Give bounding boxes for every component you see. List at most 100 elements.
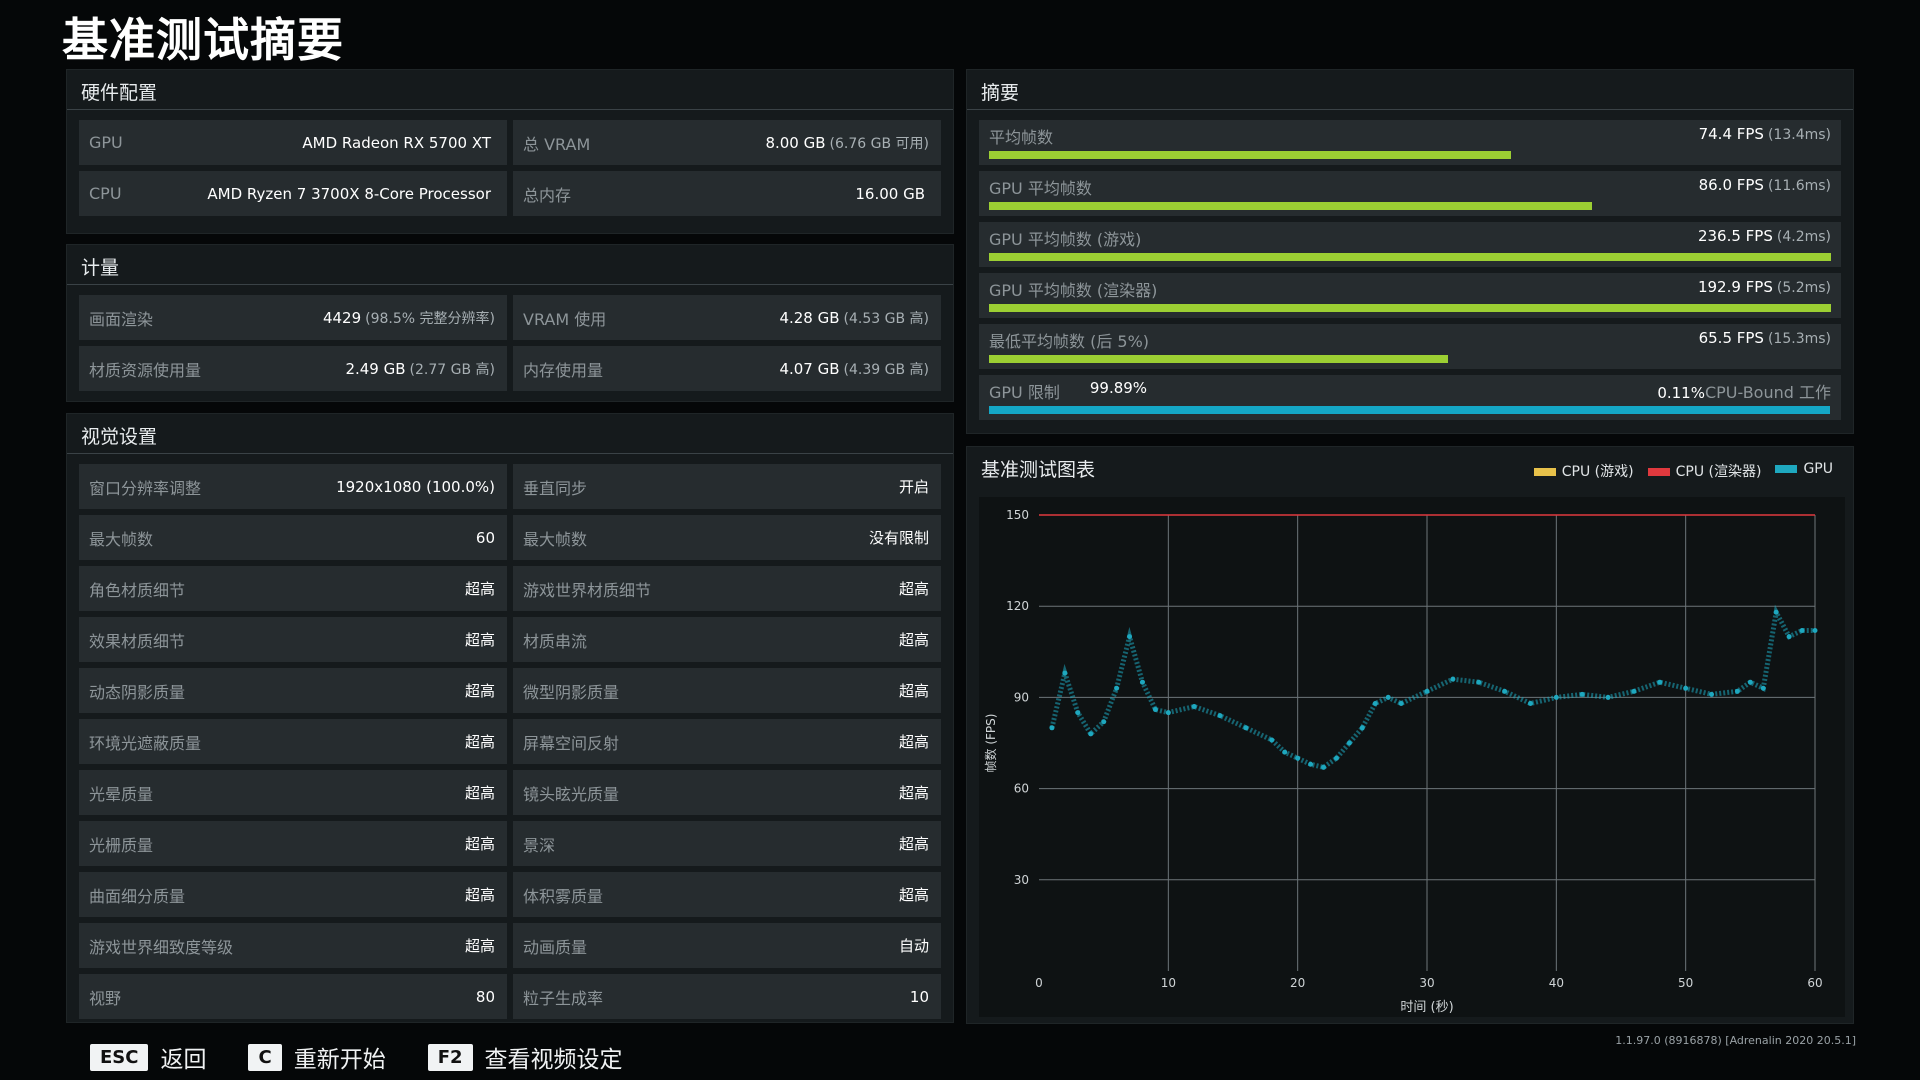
cpu-bound-value: 0.11%	[1657, 384, 1705, 402]
setting-value-wrap: 超高	[465, 680, 495, 701]
gpu-point	[1062, 670, 1068, 676]
setting-row: 景深 超高	[513, 821, 941, 866]
setting-value: 超高	[464, 682, 495, 700]
summary-ms: (4.2ms)	[1776, 229, 1831, 245]
shortcut-2[interactable]: F2 查看视频设定	[427, 1040, 643, 1074]
gpu-point	[1786, 634, 1792, 640]
setting-label: 角色材质细节	[89, 580, 186, 600]
setting-value: 超高	[898, 835, 929, 853]
summary-item: 平均帧数 74.4 FPS (13.4ms)	[979, 120, 1841, 165]
setting-value-wrap: 超高	[899, 731, 929, 752]
gpu-point	[1527, 700, 1533, 706]
setting-label: 屏幕空间反射	[523, 733, 620, 753]
setting-value-wrap: 超高	[899, 578, 929, 599]
setting-value-wrap: 10	[910, 987, 929, 1006]
metering-subvalue: (4.53 GB 高)	[843, 310, 929, 327]
hardware-row: GPU AMD Radeon RX 5700 XT	[79, 120, 507, 165]
setting-value-wrap: 超高	[899, 833, 929, 854]
shortcut-key[interactable]: F2	[427, 1043, 473, 1071]
setting-row: 游戏世界细致度等级 超高	[79, 923, 507, 968]
hardware-value-wrap: AMD Radeon RX 5700 XT	[302, 133, 495, 152]
metering-subvalue: (4.39 GB 高)	[843, 361, 929, 378]
gpu-limit-bar	[989, 406, 1831, 414]
summary-value: 65.5 FPS	[1698, 329, 1764, 347]
setting-value: 开启	[898, 478, 929, 496]
gpu-limit-bar-track	[989, 406, 1831, 414]
setting-value-wrap: 80	[476, 987, 495, 1006]
setting-row: 镜头眩光质量 超高	[513, 770, 941, 815]
summary-bar-track	[989, 355, 1831, 363]
summary-ms: (11.6ms)	[1767, 178, 1831, 194]
hardware-row: 总 VRAM 8.00 GB (6.76 GB 可用)	[513, 120, 941, 165]
hardware-row: CPU AMD Ryzen 7 3700X 8-Core Processor	[79, 171, 507, 216]
x-tick-label: 20	[1290, 976, 1305, 990]
legend-swatch	[1533, 468, 1556, 476]
summary-bar	[989, 151, 1512, 159]
setting-value-wrap: 超高	[899, 680, 929, 701]
hardware-value: 16.00 GB	[855, 185, 925, 203]
setting-value: 自动	[898, 937, 929, 955]
gpu-point	[1269, 737, 1275, 743]
setting-value: 超高	[898, 733, 929, 751]
gpu-point	[1553, 694, 1559, 700]
hardware-value-wrap: 16.00 GB	[855, 184, 929, 203]
metering-value-wrap: 4429 (98.5% 完整分辨率)	[323, 308, 495, 328]
gpu-point	[1709, 691, 1715, 697]
setting-label: 体积雾质量	[523, 886, 604, 906]
setting-row: 最大帧数 60	[79, 515, 507, 560]
hardware-row: 总内存 16.00 GB	[513, 171, 941, 216]
y-tick-label: 150	[1006, 508, 1029, 522]
setting-label: 镜头眩光质量	[523, 784, 620, 804]
y-tick-label: 90	[1014, 690, 1029, 704]
setting-value: 没有限制	[868, 529, 929, 547]
benchmark-chart: 0 10 20 30 40 50 60 30 60 90 120 150 时间 (秒) 帧数 (FPS)	[979, 497, 1845, 1017]
footer-shortcuts: ESC 返回 C 重新开始 F2 查看视频设定	[90, 1040, 643, 1074]
hardware-label: CPU	[89, 184, 122, 203]
setting-row: 光栅质量 超高	[79, 821, 507, 866]
gpu-point	[1605, 694, 1611, 700]
summary-bar	[989, 202, 1592, 210]
metering-value: 4.28 GB	[779, 308, 840, 327]
metering-row: 内存使用量 4.07 GB (4.39 GB 高)	[513, 346, 941, 391]
setting-value-wrap: 超高	[465, 629, 495, 650]
gpu-point	[1295, 755, 1301, 761]
setting-row: 光晕质量 超高	[79, 770, 507, 815]
setting-label: 粒子生成率	[523, 988, 604, 1008]
gpu-point	[1321, 764, 1327, 770]
setting-value: 超高	[464, 580, 495, 598]
summary-item: GPU 平均帧数 86.0 FPS (11.6ms)	[979, 171, 1841, 216]
gpu-point	[1657, 679, 1663, 685]
gpu-point	[1333, 755, 1339, 761]
x-tick-label: 40	[1549, 976, 1564, 990]
metering-value: 2.49 GB	[345, 359, 406, 378]
setting-row: 游戏世界材质细节 超高	[513, 566, 941, 611]
setting-label: 景深	[523, 835, 556, 855]
setting-value-wrap: 超高	[899, 629, 929, 650]
setting-row: 曲面细分质量 超高	[79, 872, 507, 917]
summary-bar-track	[989, 253, 1831, 261]
gpu-point	[1450, 676, 1456, 682]
summary-ms: (5.2ms)	[1776, 280, 1831, 296]
setting-value: 超高	[898, 784, 929, 802]
setting-value: 60	[475, 529, 495, 547]
summary-ms: (15.3ms)	[1767, 331, 1831, 347]
x-tick-label: 10	[1161, 976, 1176, 990]
setting-value-wrap: 自动	[899, 935, 929, 956]
setting-row: 动态阴影质量 超高	[79, 668, 507, 713]
shortcut-1[interactable]: C 重新开始	[248, 1040, 405, 1074]
metering-value-wrap: 4.07 GB (4.39 GB 高)	[779, 359, 929, 379]
metering-label: 内存使用量	[523, 360, 604, 380]
summary-bar-track	[989, 304, 1831, 312]
setting-value-wrap: 超高	[899, 884, 929, 905]
shortcut-key[interactable]: C	[248, 1043, 282, 1071]
shortcut-key[interactable]: ESC	[90, 1043, 149, 1071]
gpu-point	[1308, 761, 1314, 767]
gpu-point	[1734, 688, 1740, 694]
setting-row: 屏幕空间反射 超高	[513, 719, 941, 764]
setting-value: 超高	[898, 682, 929, 700]
gpu-limit-label: GPU 限制	[989, 383, 1060, 402]
legend-swatch	[1647, 468, 1670, 476]
shortcut-0[interactable]: ESC 返回	[90, 1040, 226, 1074]
hardware-title: 硬件配置	[67, 70, 953, 110]
setting-row: 微型阴影质量 超高	[513, 668, 941, 713]
